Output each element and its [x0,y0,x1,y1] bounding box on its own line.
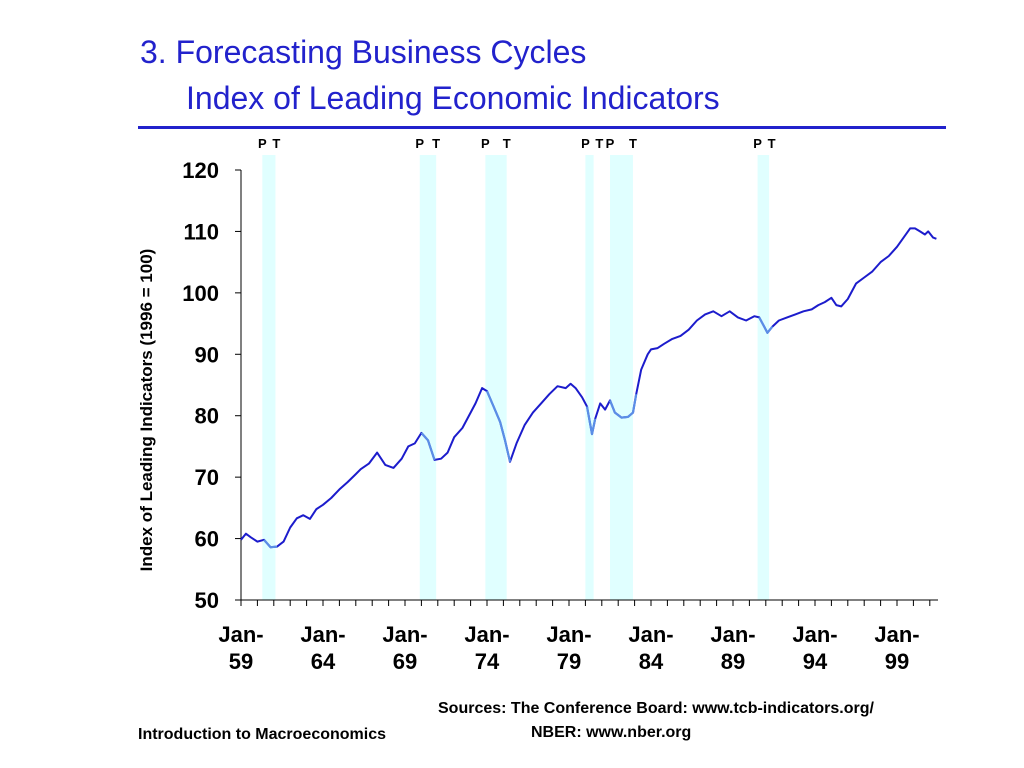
recession-band-3 [485,155,507,600]
series-recession-segment-4 [585,406,597,436]
y-tick-label: 50 [195,588,219,613]
y-tick-label: 80 [195,404,219,429]
y-tick-label: 70 [195,465,219,490]
series-recession-segment-2 [420,432,436,461]
peak-label-2: P [415,136,424,151]
recession-band-5 [610,155,633,600]
y-tick-label: 120 [182,158,219,183]
x-tick-label-line1: Jan- [874,622,919,647]
x-tick-label-line1: Jan- [546,622,591,647]
x-tick-label-line1: Jan- [710,622,755,647]
series-recession-segment-6 [758,316,774,334]
series-recession-segment-5 [608,394,638,419]
slide-title-line2: Index of Leading Economic Indicators [186,80,720,116]
trough-label-4: T [595,136,603,151]
x-tick-label-line2: 79 [557,649,581,674]
x-tick-label-line2: 89 [721,649,745,674]
peak-label-6: P [753,136,762,151]
x-axis-ticks: Jan-59Jan-64Jan-69Jan-74Jan-79Jan-84Jan-… [218,600,931,674]
x-tick-label-line2: 74 [475,649,500,674]
x-tick-label-line2: 64 [311,649,336,674]
x-tick-label-line1: Jan- [218,622,263,647]
peak-label-4: P [581,136,590,151]
series-recession-segment-1 [263,539,278,549]
series-group [240,227,937,549]
x-tick-label-line2: 59 [229,649,253,674]
sources-line2: NBER: www.nber.org [531,724,692,741]
y-tick-label: 60 [195,527,219,552]
recession-band-1 [262,155,276,600]
trough-label-2: T [432,136,440,151]
recession-bands [262,155,770,600]
slide-title-line1: 3. Forecasting Business Cycles [140,34,587,70]
sources-line1: Sources: The Conference Board: www.tcb-i… [438,700,874,717]
y-tick-label: 110 [184,219,220,244]
trough-label-3: T [503,136,511,151]
recession-band-6 [757,155,770,600]
title-divider [138,126,946,129]
trough-label-5: T [629,136,637,151]
peak-label-5: P [606,136,615,151]
trough-label-1: T [272,136,280,151]
peak-label-1: P [258,136,267,151]
footer-course-name: Introduction to Macroeconomics [138,726,387,743]
peak-label-3: P [481,136,490,151]
x-tick-label-line2: 99 [885,649,909,674]
trough-label-6: T [768,136,776,151]
recession-band-2 [419,155,437,600]
y-axis-label: Index of Leading Indicators (1996 = 100) [137,249,156,572]
x-tick-label-line1: Jan- [382,622,427,647]
x-tick-label-line1: Jan- [464,622,509,647]
recession-band-4 [585,155,594,600]
y-axis-ticks: 50 60 70 80 90 100 110 120 [182,158,241,613]
x-tick-label-line1: Jan- [300,622,345,647]
x-tick-label-line1: Jan- [792,622,837,647]
x-tick-label-line1: Jan- [628,622,673,647]
series-recession-segment-3 [485,390,512,463]
x-tick-label-line2: 69 [393,649,417,674]
x-tick-label-line2: 94 [803,649,828,674]
y-tick-label: 100 [182,281,219,306]
x-tick-label-line2: 84 [639,649,664,674]
y-tick-label: 90 [195,342,219,367]
chart-axes [240,170,938,601]
